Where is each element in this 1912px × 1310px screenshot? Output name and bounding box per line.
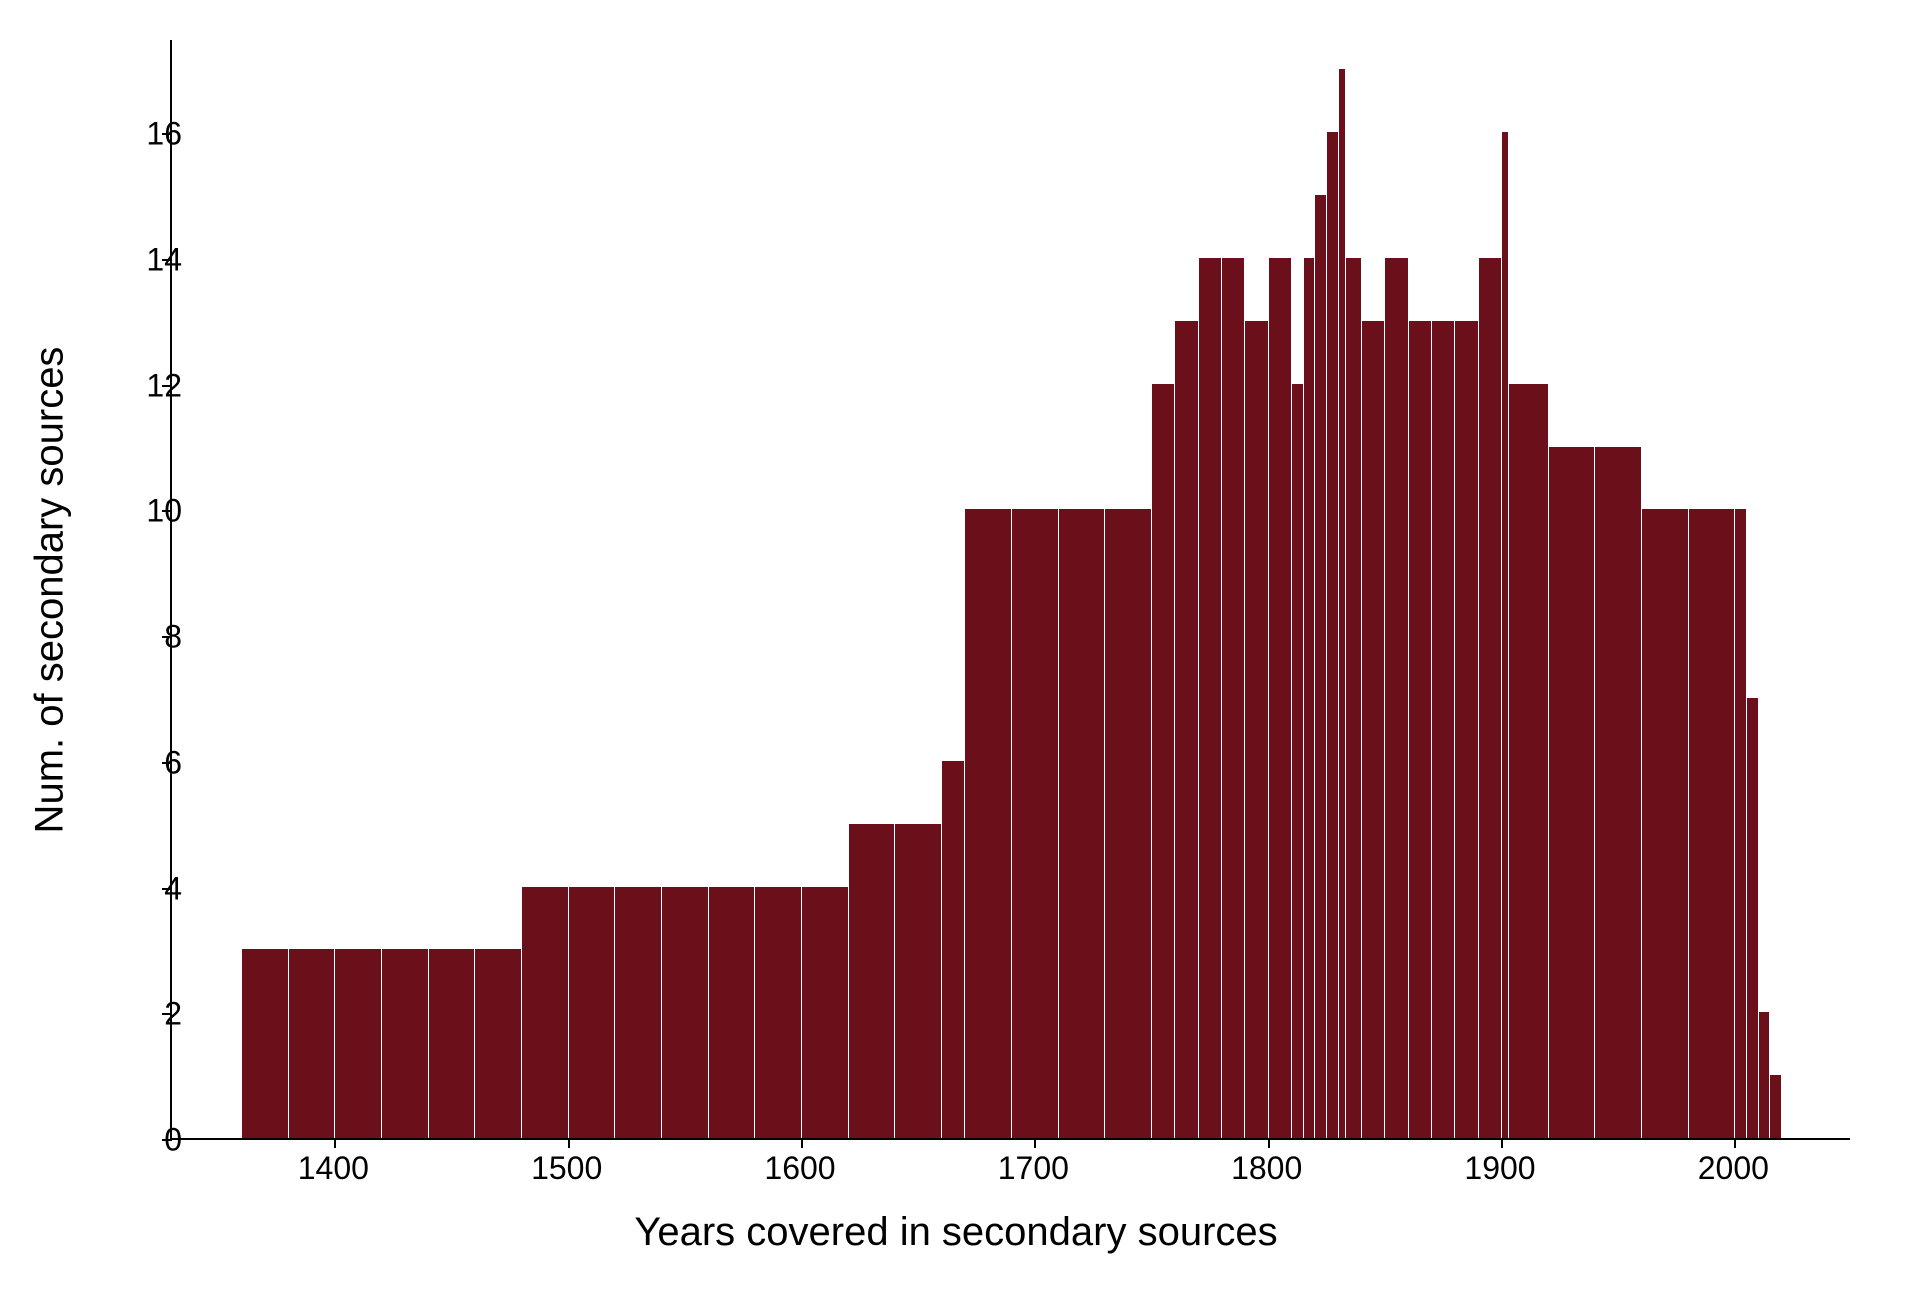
- y-tick-label: 8: [122, 619, 182, 656]
- histogram-bar: [849, 824, 896, 1138]
- histogram-bar: [1199, 258, 1222, 1138]
- histogram-bar: [1455, 321, 1478, 1138]
- histogram-bar: [1549, 447, 1596, 1138]
- y-tick-label: 6: [122, 744, 182, 781]
- histogram-bar: [1059, 509, 1106, 1138]
- x-tick-label: 1800: [1231, 1150, 1302, 1187]
- histogram-bar: [942, 761, 965, 1138]
- x-tick-label: 1600: [764, 1150, 835, 1187]
- histogram-bar: [662, 887, 709, 1138]
- x-tick: [1501, 1138, 1503, 1148]
- histogram-bar: [895, 824, 942, 1138]
- histogram-bar: [1432, 321, 1455, 1138]
- histogram-bar: [1770, 1075, 1782, 1138]
- histogram-bar: [1222, 258, 1245, 1138]
- histogram-bar: [1175, 321, 1198, 1138]
- x-axis-title: Years covered in secondary sources: [634, 1210, 1277, 1255]
- y-tick-label: 4: [122, 870, 182, 907]
- histogram-bar: [1292, 384, 1304, 1138]
- x-tick: [1034, 1138, 1036, 1148]
- y-axis-title: Num. of secondary sources: [28, 347, 73, 834]
- x-tick-label: 1400: [298, 1150, 369, 1187]
- histogram-bar: [1385, 258, 1408, 1138]
- histogram-bar: [1245, 321, 1268, 1138]
- histogram-bar: [755, 887, 802, 1138]
- x-tick: [568, 1138, 570, 1148]
- histogram-bar: [1339, 69, 1346, 1138]
- histogram-bar: [1409, 321, 1432, 1138]
- plot-area: [172, 40, 1850, 1138]
- histogram-bar: [335, 949, 382, 1138]
- histogram-bar: [1689, 509, 1736, 1138]
- histogram-bar: [1346, 258, 1362, 1138]
- x-tick: [1734, 1138, 1736, 1148]
- histogram-bar: [242, 949, 289, 1138]
- x-tick: [1268, 1138, 1270, 1148]
- histogram-bar: [1304, 258, 1316, 1138]
- histogram-bar: [965, 509, 1012, 1138]
- y-tick-label: 12: [122, 367, 182, 404]
- histogram-bar: [1269, 258, 1292, 1138]
- y-tick-label: 16: [122, 116, 182, 153]
- y-tick-label: 2: [122, 996, 182, 1033]
- y-tick-label: 14: [122, 242, 182, 279]
- histogram-bar: [1362, 321, 1385, 1138]
- histogram-bar: [1479, 258, 1502, 1138]
- x-tick: [334, 1138, 336, 1148]
- histogram-bar: [1012, 509, 1059, 1138]
- histogram-bar: [1315, 195, 1327, 1138]
- histogram-bar: [522, 887, 569, 1138]
- histogram-bar: [382, 949, 429, 1138]
- x-tick: [801, 1138, 803, 1148]
- histogram-bar: [1642, 509, 1689, 1138]
- histogram-bar: [1759, 1012, 1771, 1138]
- y-tick-label: 10: [122, 493, 182, 530]
- histogram-bar: [1747, 698, 1759, 1138]
- histogram-bar: [289, 949, 336, 1138]
- histogram-bar: [1502, 132, 1509, 1138]
- x-tick-label: 2000: [1698, 1150, 1769, 1187]
- histogram-bar: [1509, 384, 1549, 1138]
- histogram-bar: [475, 949, 522, 1138]
- histogram-bar: [1152, 384, 1175, 1138]
- histogram-bar: [1595, 447, 1642, 1138]
- x-tick-label: 1500: [531, 1150, 602, 1187]
- histogram-bar: [1327, 132, 1339, 1138]
- x-tick-label: 1900: [1464, 1150, 1535, 1187]
- histogram-bar: [1105, 509, 1152, 1138]
- histogram-chart: [170, 40, 1850, 1140]
- histogram-bar: [429, 949, 476, 1138]
- histogram-bar: [615, 887, 662, 1138]
- histogram-bar: [802, 887, 849, 1138]
- histogram-bar: [709, 887, 756, 1138]
- histogram-bar: [569, 887, 616, 1138]
- y-tick-label: 0: [122, 1122, 182, 1159]
- x-tick-label: 1700: [998, 1150, 1069, 1187]
- histogram-bar: [1735, 509, 1747, 1138]
